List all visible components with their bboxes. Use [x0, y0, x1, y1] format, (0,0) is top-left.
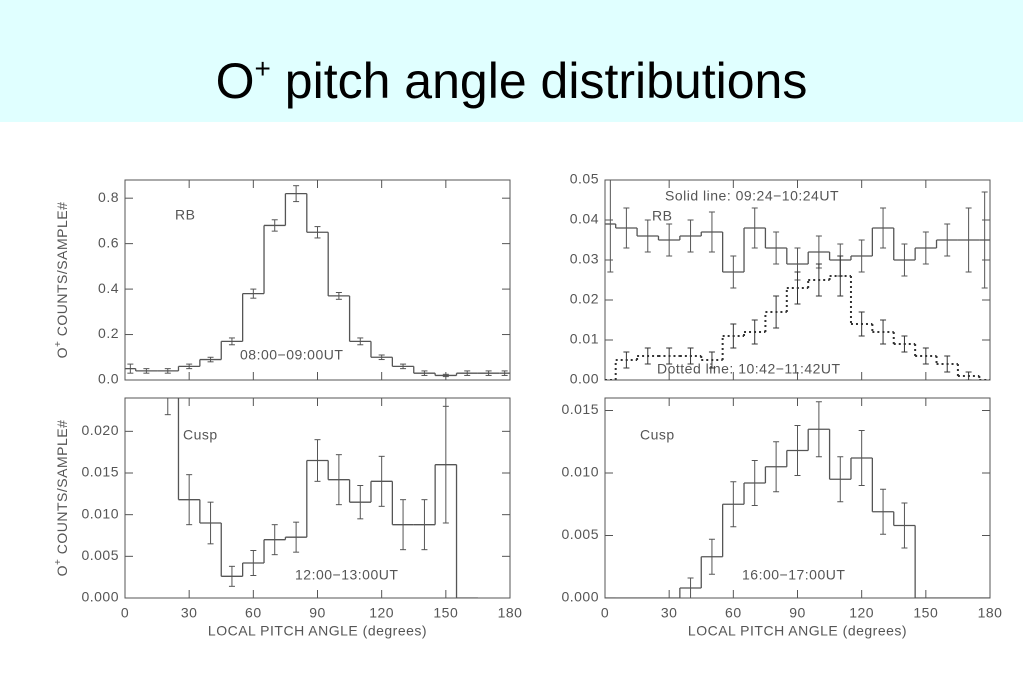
y-label-superscript: +	[53, 341, 64, 347]
chart: 0.000 0.005 0.010 0.015 0.020 0 30 60 90 120 150 18…	[53, 397, 523, 639]
y-tick-label: 0.020	[81, 422, 119, 438]
y-tick-label: 0.010	[81, 505, 119, 521]
x-tick-label: 30	[661, 605, 678, 621]
chart: 0.000 0.005 0.010 0.015 0 30 60 90 120 150 180 LOCA…	[561, 397, 1003, 639]
plot-area	[605, 401, 990, 598]
y-tick-label: 0.005	[561, 526, 599, 542]
x-tick-label: 60	[725, 605, 742, 621]
y-tick-label: 0.8	[98, 189, 119, 205]
annotation: RB	[652, 208, 672, 224]
x-tick-label: 180	[498, 605, 523, 621]
annotation: 08:00−09:00UT	[240, 347, 343, 363]
annotation: 12:00−13:00UT	[295, 567, 398, 583]
y-tick-label: 0.000	[561, 589, 599, 605]
x-tick-label: 120	[369, 605, 394, 621]
x-tick-label: 60	[245, 605, 262, 621]
annotation: 16:00−17:00UT	[742, 567, 845, 583]
x-tick-label: 180	[978, 605, 1003, 621]
y-tick-label: 0.05	[570, 171, 599, 187]
y-tick-label: 0.03	[570, 251, 599, 267]
annotation: Solid line: 09:24−10:24UT	[665, 188, 839, 204]
x-tick-label: 150	[433, 605, 458, 621]
x-axis-label: LOCAL PITCH ANGLE (degrees)	[688, 623, 907, 639]
y-tick-label: 0.005	[81, 547, 119, 563]
header-band	[0, 0, 1023, 122]
chart: 0.0 0.2 0.4 0.6 0.8 O+ COUNTS/SAMPLE# RB 08:00−…	[53, 179, 511, 387]
x-axis-label: LOCAL PITCH ANGLE (degrees)	[208, 623, 427, 639]
x-tick-label: 150	[913, 605, 938, 621]
y-tick-label: 0.01	[570, 331, 599, 347]
y-tick-label: 0.00	[570, 371, 599, 387]
y-label-part: COUNTS/SAMPLE#	[54, 202, 70, 341]
x-tick-label: 120	[849, 605, 874, 621]
x-tick-label: 0	[121, 605, 129, 621]
x-tick-label: 90	[789, 605, 806, 621]
annotation: Cusp	[640, 427, 675, 443]
chart: 0.00 0.01 0.02 0.03 0.04 0.05 Solid line: 09:2…	[570, 171, 991, 387]
y-axis-label: O+ COUNTS/SAMPLE#	[53, 420, 70, 577]
y-tick-label: 0.04	[570, 211, 599, 227]
y-label-part: O	[54, 347, 70, 358]
y-label-part: O	[54, 565, 70, 576]
annotation: RB	[175, 207, 195, 223]
title-superscript: +	[254, 53, 271, 84]
y-tick-label: 0.000	[81, 589, 119, 605]
title-part: pitch angle distributions	[270, 53, 808, 109]
plot-area	[164, 398, 478, 598]
y-tick-label: 0.6	[98, 234, 119, 250]
annotation: Dotted line: 10:42−11:42UT	[657, 361, 841, 377]
x-tick-label: 30	[181, 605, 198, 621]
slide-title: O+ pitch angle distributions	[0, 52, 1023, 110]
y-tick-label: 0.4	[98, 280, 119, 296]
y-label-superscript: +	[53, 559, 64, 565]
x-tick-label: 90	[309, 605, 326, 621]
y-tick-label: 0.0	[98, 371, 119, 387]
y-axis-label: O+ COUNTS/SAMPLE#	[53, 202, 70, 359]
y-label-part: COUNTS/SAMPLE#	[54, 420, 70, 559]
title-part: O	[215, 53, 255, 109]
y-tick-label: 0.015	[81, 464, 119, 480]
x-tick-label: 0	[601, 605, 609, 621]
y-tick-label: 0.2	[98, 325, 119, 341]
plot-area	[605, 180, 990, 380]
annotation: Cusp	[183, 427, 218, 443]
plot-area	[125, 185, 510, 378]
y-tick-label: 0.02	[570, 291, 599, 307]
y-tick-label: 0.010	[561, 464, 599, 480]
y-tick-label: 0.015	[561, 401, 599, 417]
